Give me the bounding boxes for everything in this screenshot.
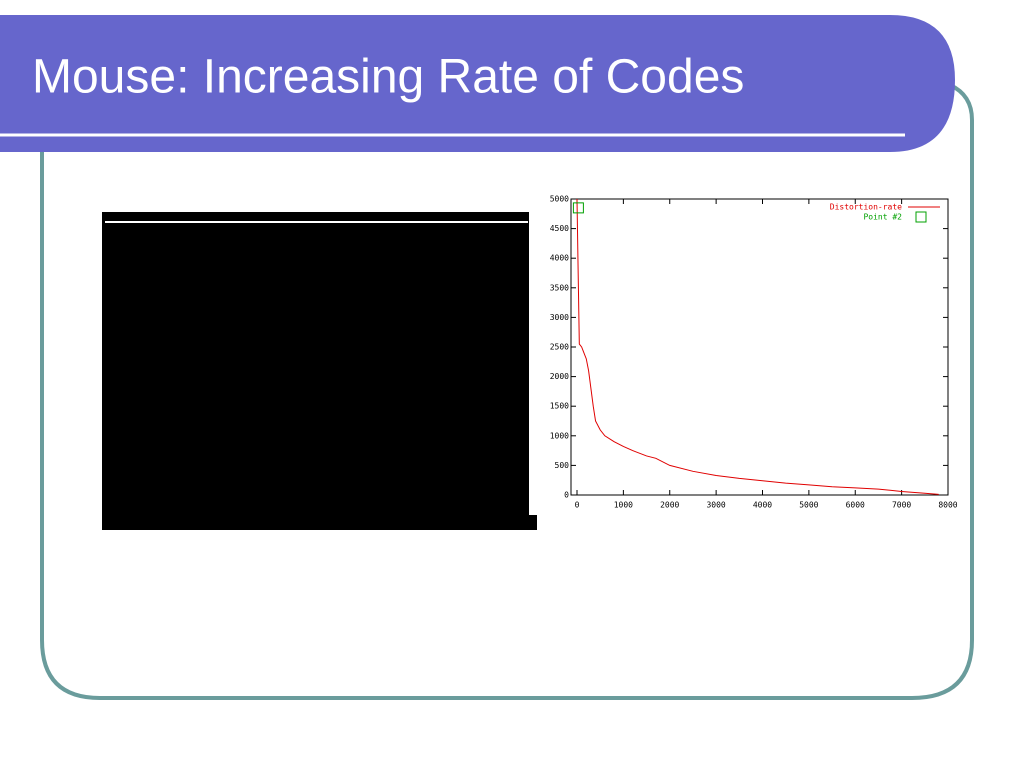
x-tick-label: 0 — [575, 501, 580, 510]
slide-title: Mouse: Increasing Rate of Codes — [32, 51, 744, 104]
slide-border — [40, 83, 974, 700]
black-image-step — [529, 515, 537, 530]
plot-frame — [570, 198, 949, 496]
data-line — [576, 198, 939, 495]
y-tick-label: 5000 — [550, 195, 569, 204]
y-tick-label: 4000 — [550, 254, 569, 263]
x-tick-label: 7000 — [892, 501, 911, 510]
title-bar — [0, 15, 955, 152]
y-tick-label: 3000 — [550, 313, 569, 322]
y-tick-label: 2500 — [550, 343, 569, 352]
chart: 0 500 1000 1500 2000 2500 3000 3500 4000 4500 5000… — [550, 195, 958, 510]
x-tick-label: 4000 — [753, 501, 772, 510]
y-tick-label: 2000 — [550, 372, 569, 381]
y-tick-label: 3500 — [550, 283, 569, 292]
y-tick-label: 500 — [555, 461, 570, 470]
x-tick-label: 8000 — [938, 501, 957, 510]
x-tick-label: 1000 — [614, 501, 633, 510]
x-tick-label: 3000 — [706, 501, 725, 510]
x-tick-label: 6000 — [846, 501, 865, 510]
y-tick-label: 0 — [564, 491, 569, 500]
legend-label: Point #2 — [863, 213, 902, 222]
data-point — [572, 202, 584, 214]
x-tick-label: 5000 — [799, 501, 818, 510]
y-tick-label: 1500 — [550, 402, 569, 411]
legend-swatch — [915, 211, 927, 223]
y-tick-label: 1000 — [550, 431, 569, 440]
y-tick-label: 4500 — [550, 224, 569, 233]
legend-label: Distortion-rate — [830, 203, 902, 212]
black-image — [102, 212, 529, 530]
x-tick-label: 2000 — [660, 501, 679, 510]
